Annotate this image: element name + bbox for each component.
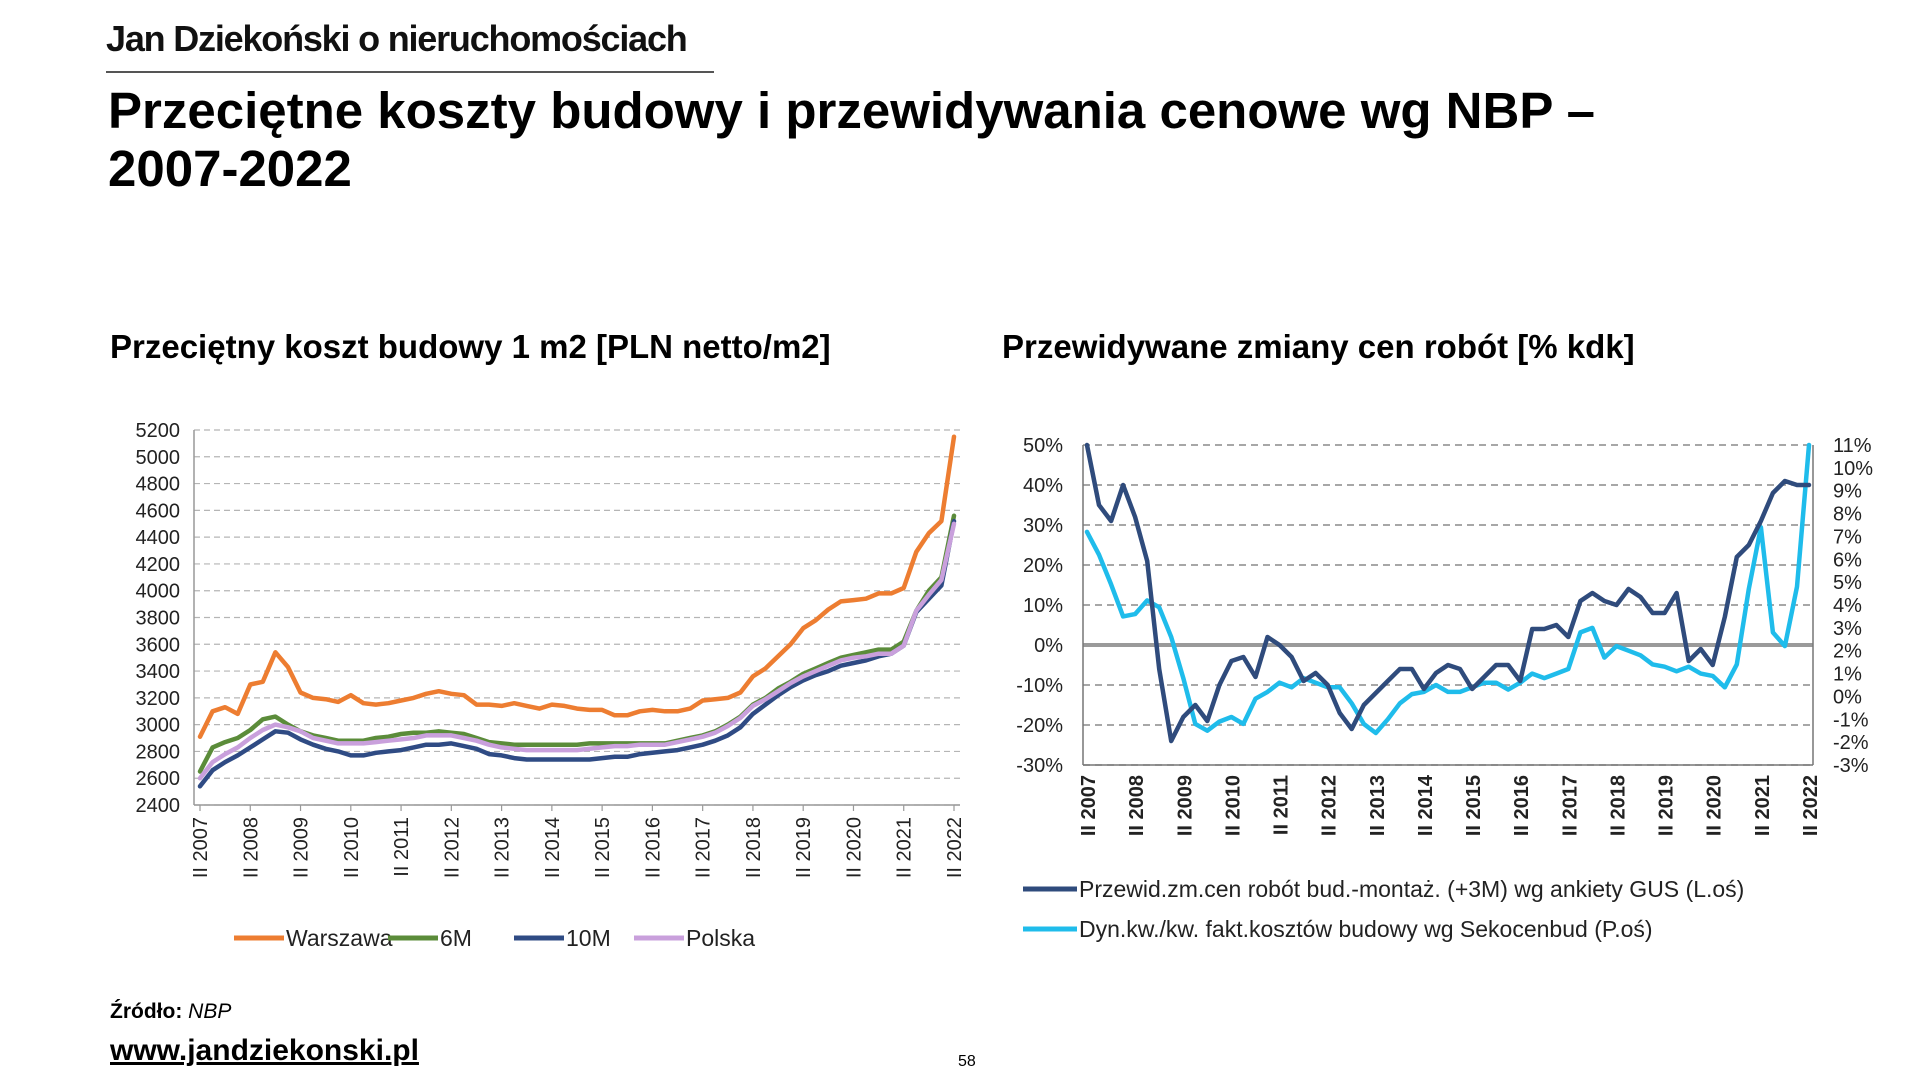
y-tick-label: 4000	[136, 581, 181, 603]
legend-label: Przewid.zm.cen robót bud.-montaż. (+3M) …	[1079, 876, 1744, 902]
right-chart-title: Przewidywane zmiany cen robót [% kdk]	[1002, 328, 1635, 365]
x-tick-label: II 2014	[1415, 774, 1437, 836]
x-tick-label: II 2022	[1800, 775, 1822, 836]
x-tick-label: II 2008	[240, 817, 262, 878]
y-tick-label: 3600	[136, 634, 181, 656]
series-line-polska	[197, 521, 957, 781]
series-line-6m	[197, 513, 957, 774]
y-tick-label: 3200	[136, 688, 181, 710]
y-tick-label: 3000	[136, 715, 181, 737]
x-tick-label: II 2022	[944, 817, 966, 878]
y-tick-label: 4200	[136, 554, 181, 576]
y-right-tick-label: 5%	[1833, 572, 1862, 594]
source-value: NBP	[188, 1000, 232, 1023]
y-right-tick-label: 10%	[1833, 458, 1873, 480]
y-right-tick-label: 2%	[1833, 641, 1862, 663]
y-right-tick-label: 1%	[1833, 664, 1862, 686]
legend-label: Warszawa	[286, 925, 393, 951]
x-tick-label: II 2015	[592, 817, 614, 878]
legend-label: 6M	[440, 925, 472, 951]
x-tick-label: II 2009	[1174, 775, 1196, 836]
y-right-tick-label: 6%	[1833, 549, 1862, 571]
brand-underline	[106, 71, 714, 73]
y-right-tick-label: -2%	[1833, 732, 1869, 754]
y-left-tick-label: -20%	[1016, 715, 1063, 737]
y-tick-label: 5000	[136, 447, 181, 469]
y-left-tick-label: 20%	[1023, 555, 1063, 577]
y-right-tick-label: 8%	[1833, 504, 1862, 526]
x-tick-label: II 2012	[1319, 775, 1341, 836]
y-tick-label: 3800	[136, 608, 181, 630]
x-tick-label: II 2013	[1367, 775, 1389, 836]
brand-name: Jan Dziekoński o nieruchomościach	[106, 18, 688, 59]
x-tick-label: II 2012	[441, 817, 463, 878]
y-left-tick-label: 10%	[1023, 595, 1063, 617]
x-tick-label: II 2017	[693, 817, 715, 878]
page-title: Przeciętne koszty budowy i przewidywania…	[108, 82, 1595, 197]
y-right-tick-label: -3%	[1833, 755, 1869, 777]
y-left-tick-label: 0%	[1034, 635, 1063, 657]
y-tick-label: 2800	[136, 741, 181, 763]
y-left-tick-label: -10%	[1016, 675, 1063, 697]
x-tick-label: II 2011	[1271, 775, 1293, 835]
x-tick-label: II 2013	[492, 817, 514, 878]
x-tick-label: II 2015	[1463, 775, 1485, 836]
left-chart-title: Przeciętny koszt budowy 1 m2 [PLN netto/…	[110, 328, 831, 365]
x-tick-label: II 2018	[1607, 775, 1629, 836]
source-note: Źródło: NBP	[110, 1000, 231, 1024]
series-line-gus	[1084, 442, 1812, 744]
y-right-tick-label: 3%	[1833, 618, 1862, 640]
y-left-tick-label: 50%	[1023, 435, 1063, 457]
x-tick-label: II 2021	[894, 817, 916, 878]
x-tick-label: II 2021	[1752, 775, 1774, 836]
x-tick-label: II 2019	[1656, 775, 1678, 836]
y-tick-label: 4800	[136, 474, 181, 496]
x-tick-label: II 2016	[1511, 775, 1533, 836]
x-tick-label: II 2010	[341, 817, 363, 878]
y-tick-label: 4600	[136, 500, 181, 522]
x-tick-label: II 2007	[190, 817, 212, 878]
series-line-sekocenbud	[1084, 442, 1812, 736]
x-tick-label: II 2019	[793, 817, 815, 878]
y-left-tick-label: 40%	[1023, 475, 1063, 497]
y-tick-label: 2600	[136, 768, 181, 790]
x-tick-label: II 2016	[642, 817, 664, 878]
x-tick-label: II 2007	[1078, 775, 1100, 836]
y-right-tick-label: 11%	[1833, 435, 1872, 457]
x-tick-label: II 2018	[743, 817, 765, 878]
y-tick-label: 4400	[136, 527, 181, 549]
website-link[interactable]: www.jandziekonski.pl	[110, 1034, 419, 1067]
y-left-tick-label: 30%	[1023, 515, 1063, 537]
y-right-tick-label: -1%	[1833, 709, 1869, 731]
y-right-tick-label: 4%	[1833, 595, 1862, 617]
x-tick-label: II 2011	[391, 817, 413, 877]
y-tick-label: 3400	[136, 661, 181, 683]
y-right-tick-label: 7%	[1833, 526, 1862, 548]
x-tick-label: II 2009	[291, 817, 313, 878]
x-tick-label: II 2010	[1222, 775, 1244, 836]
x-tick-label: II 2020	[1704, 775, 1726, 836]
construction-cost-chart: 5200 5000 4800 4600 4400 4200 4000 3800 3600 3400…	[136, 420, 967, 951]
page-number: 58	[958, 1053, 976, 1070]
legend-label: Dyn.kw./kw. fakt.kosztów budowy wg Sekoc…	[1079, 916, 1653, 942]
x-tick-label: II 2014	[542, 817, 564, 878]
legend-label: 10M	[566, 925, 611, 951]
x-tick-label: II 2020	[843, 817, 865, 878]
series-line-warszawa	[197, 434, 957, 739]
source-label: Źródło:	[110, 1000, 183, 1023]
series-line-10m	[197, 518, 957, 789]
y-right-tick-label: 0%	[1833, 686, 1862, 708]
legend-label: Polska	[686, 925, 755, 951]
y-tick-label: 2400	[136, 795, 181, 817]
x-tick-label: II 2017	[1559, 775, 1581, 836]
y-tick-label: 5200	[136, 420, 181, 442]
x-tick-label: II 2008	[1126, 775, 1148, 836]
price-forecast-chart: 50%40%30%20%10%0%-10%-20%-30%11%10%9%8%7…	[1016, 435, 1873, 942]
y-left-tick-label: -30%	[1016, 755, 1063, 777]
y-right-tick-label: 9%	[1833, 481, 1862, 503]
